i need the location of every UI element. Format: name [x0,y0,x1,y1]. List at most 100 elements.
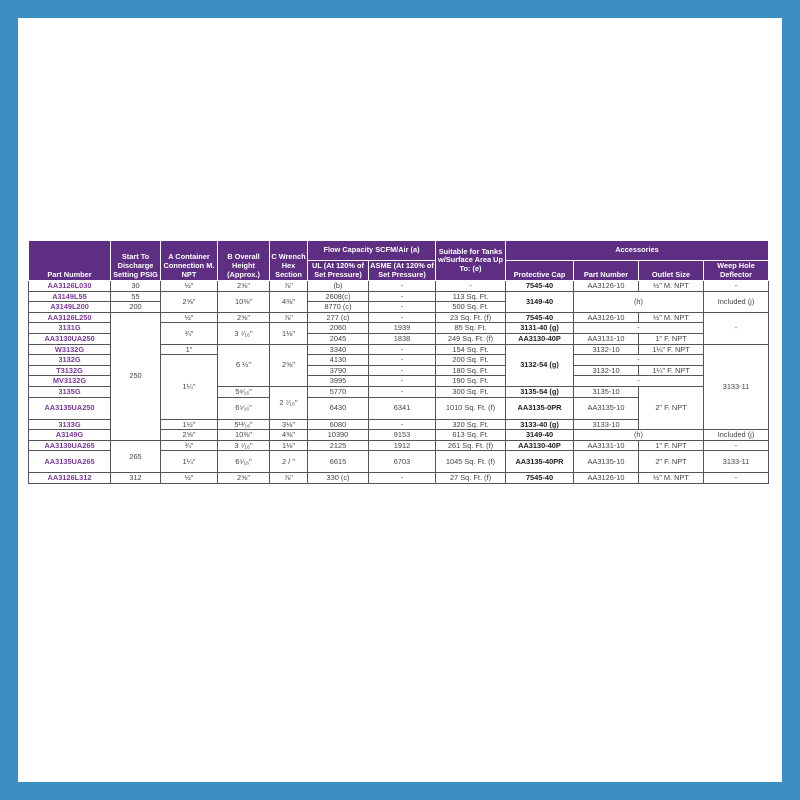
table-cell: 261 Sq. Ft. (f) [435,439,506,452]
table-cell: ⅞" [269,472,308,484]
table-cell: 3133-11 [703,450,769,474]
table-cell: 6⁵⁄₁₆" [217,450,270,474]
table-cell: AA3130-40P [505,439,574,452]
table-cell: 23 Sq. Ft. (f) [435,311,506,324]
table-cell: 265 [110,439,161,474]
table-cell: - [703,439,769,452]
table-cell: 4⅜" [269,429,308,441]
table-row: 3132G 1¼" 4130-200 Sq. Ft. - [28,354,769,420]
table-cell: 1" [160,343,218,356]
table-cell: 1¼" [160,354,218,420]
part-number-cell: T3132G [28,364,111,377]
table-cell: ½" [160,472,218,484]
table-cell: 7545-40 [505,280,574,292]
table-cell: 154 Sq. Ft. [435,343,506,356]
table-cell: 3133-11 [703,343,769,431]
table-cell: 2 ⁷⁄₁₆" [269,385,308,420]
table-cell: AA3131-10 [573,333,639,345]
table-cell: 500 Sq. Ft. [435,301,506,313]
table-cell: 2" F. NPT [638,450,704,474]
table-cell: - [573,375,704,387]
table-cell: 2608(c) [307,290,369,303]
table-cell: - [703,472,769,484]
header-start-to-discharge: Start To Discharge Setting PSIG [110,239,161,282]
table-cell: 2⅝" [217,311,270,324]
table-row: 3135G 5⁹⁄₁₆" 2 ⁷⁄₁₆" 5770-300 Sq. Ft. 3135-5… [28,385,769,431]
table-cell: 3 ⁷⁄₁₆" [217,322,270,345]
table-cell: 6341 [368,396,436,420]
table-cell: 10⅜" [217,429,270,441]
part-number-cell: 3133G [28,418,111,431]
table-row: A3149G 2⅝" 10⅜" 4⅜" 10390 9153 613 Sq. Ft. 3149… [28,429,769,441]
table-row: A3149L55 55 2⅝" 10⅜" 4⅜" 2608(c) -113 Sq. Ft. 3… [28,290,769,313]
table-cell: 3340 [307,343,369,356]
table-row: AA3126L312 312 ½" 2⅝" ⅞" 330 (c) -27 Sq. Ft. (… [28,472,769,484]
table-cell: - [368,375,436,387]
table-cell: 4⅜" [269,290,308,313]
table-cell: (b) [307,280,369,292]
table-cell: 2" F. NPT [638,385,704,431]
table-cell: 1¼" F. NPT [638,343,704,356]
table-cell: 1⅛" [269,322,308,345]
table-cell: AA3135-40PR [505,450,574,474]
table-cell: 180 Sq. Ft. [435,364,506,377]
table-cell: 2125 [307,439,369,452]
table-cell: 5770 [307,385,369,398]
table-cell: AA3135-10 [573,450,639,474]
table-cell: 7545-40 [505,472,574,484]
header-suitable-for-tanks: Suitable for Tanks w/Surface Area Up To:… [435,239,506,282]
table-cell: - [368,290,436,303]
table-cell: - [573,354,704,366]
table-cell: 3 ⁷⁄₁₆" [217,439,270,452]
table-cell: 3132-10 [573,364,639,377]
table-cell: (h) [573,429,704,441]
table-cell: 1⅛" [269,439,308,452]
header-a-container-connection: A Container Connection M. NPT [160,239,218,282]
part-number-cell: A3149L200 [28,301,111,313]
table-cell: AA3126-10 [573,311,639,324]
header-accessories: Accessories [505,240,769,261]
table-cell: 3133-40 (g) [505,418,574,431]
table-cell: 6430 [307,396,369,420]
table-cell: 55 [110,290,161,303]
table-cell: - [368,311,436,324]
table-cell: 1912 [368,439,436,452]
table-cell: 200 Sq. Ft. [435,354,506,366]
part-number-cell: W3132G [28,343,111,356]
table-row: W3132G 1" 6 ½" 2⅝" 3340-154 Sq. Ft. 3132-54 (… [28,343,769,431]
header-protective-cap: Protective Cap [505,259,574,282]
table-row: AA3126L250 250 ½" 2⅝" ⅞" 277 (c) -23 Sq. Ft. (… [28,311,769,441]
table-cell: 27 Sq. Ft. (f) [435,472,506,484]
table-cell: 3135-54 (g) [505,385,574,398]
image-frame: Part Number Start To Discharge Setting P… [18,18,782,782]
table-row: 3131G ¾" 3 ⁷⁄₁₆" 1⅛" 2060 1939 85 Sq. Ft. 3131-… [28,322,769,345]
table-row: AA3135UA250 6⁵⁄₁₆" 6430 6341 1010 Sq. Ft. (f… [28,396,769,420]
header-ul: UL (At 120% of Set Pressure) [307,259,369,282]
table-cell: 1045 Sq. Ft. (f) [435,450,506,474]
table-cell: 2060 [307,322,369,334]
table-cell: 320 Sq. Ft. [435,418,506,431]
table-cell: 113 Sq. Ft. [435,290,506,303]
table-cell: 3995 [307,375,369,387]
part-number-cell: A3149G [28,429,111,441]
part-number-cell: 3135G [28,385,111,398]
table-cell: ½" [160,311,218,324]
table-cell: 3⅛" [269,418,308,431]
table-cell: 200 [110,301,161,313]
part-number-cell: 3131G [28,322,111,334]
part-number-cell: AA3130UA250 [28,333,111,345]
table-row: A3149L200 200 8770 (c) -500 Sq. Ft. [28,301,769,313]
table-cell: - [435,280,506,292]
table-cell: 2⅝" [217,280,270,292]
part-number-cell: AA3126L030 [28,280,111,292]
table-cell: 1010 Sq. Ft. (f) [435,396,506,420]
table-cell: 312 [110,472,161,484]
header-c-wrench-hex: C Wrench Hex Section [269,239,308,282]
relief-valve-spec-table: Part Number Start To Discharge Setting P… [28,239,769,484]
table-cell: 1939 [368,322,436,334]
part-number-cell: AA3135UA265 [28,450,111,474]
table-cell: 6615 [307,450,369,474]
table-cell: 2045 [307,333,369,345]
table-cell: 3149-40 [505,290,574,313]
table-cell: AA3135-0PR [505,396,574,420]
